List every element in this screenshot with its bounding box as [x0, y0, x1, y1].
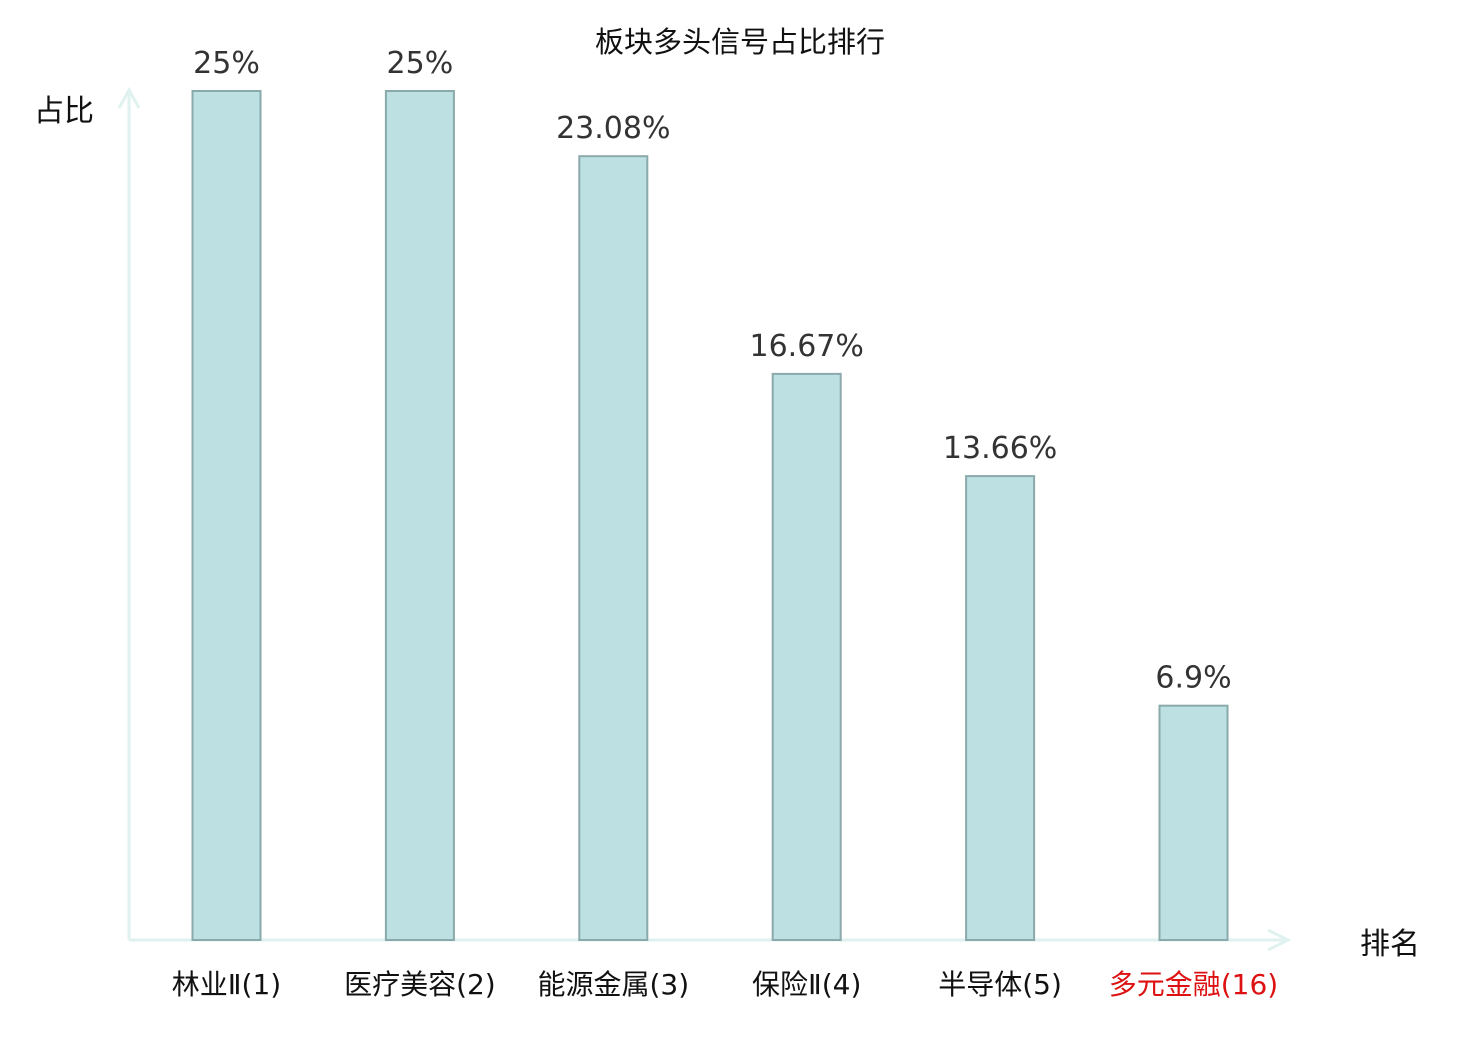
x-tick-label: 能源金属(3) [537, 968, 689, 1001]
x-tick-label: 多元金融(16) [1109, 968, 1278, 1001]
x-axis-arrow [1267, 928, 1292, 952]
x-tick-label: 林业Ⅱ(1) [172, 968, 281, 1001]
bar-value-label: 23.08% [556, 111, 670, 146]
bar [771, 372, 842, 942]
bar-value-label: 6.9% [1155, 661, 1231, 696]
bar [578, 155, 649, 942]
x-tick-label: 半导体(5) [938, 968, 1062, 1001]
bars-group [191, 90, 1229, 942]
x-tick-label: 保险Ⅱ(4) [752, 968, 861, 1001]
x-axis-label: 排名 [1360, 927, 1420, 962]
bar [191, 90, 262, 941]
x-tick-labels-group: 林业Ⅱ(1) 医疗美容(2) 能源金属(3) 保险Ⅱ(4) 半导体(5) 多元金融(16) [172, 968, 1278, 1001]
bar-value-label: 25% [387, 46, 454, 81]
x-tick-label: 医疗美容(2) [344, 968, 496, 1001]
y-axis-arrow [117, 86, 141, 109]
bar-value-label: 25% [193, 46, 260, 81]
y-axis-label: 占比 [34, 94, 94, 129]
bar-value-label: 13.66% [943, 431, 1057, 466]
bar-value-label: 16.67% [750, 329, 864, 364]
value-labels-group: 25% 25% 23.08% 16.67% 13.66% 6.9% [193, 46, 1231, 696]
chart-title: 板块多头信号占比排行 [595, 25, 885, 59]
bar [384, 90, 455, 941]
bar [965, 475, 1036, 941]
bar [1158, 704, 1229, 942]
axes [117, 86, 1292, 952]
